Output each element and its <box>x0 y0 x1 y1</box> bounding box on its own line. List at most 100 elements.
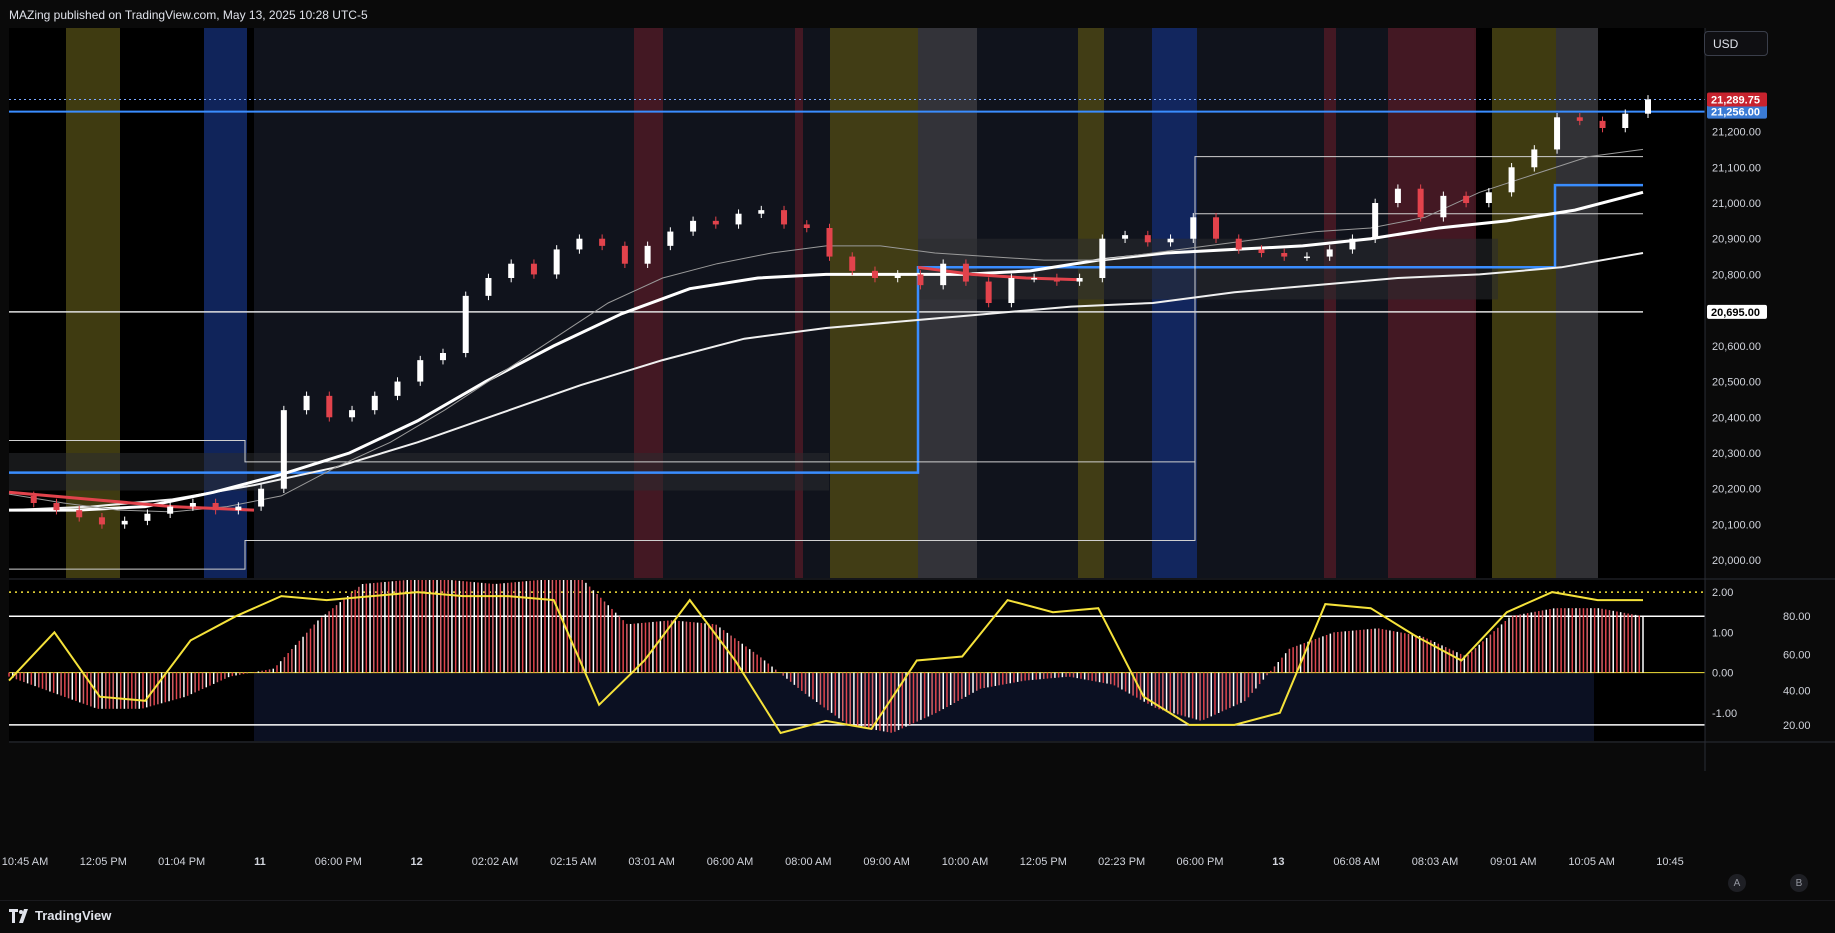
price-candle-body <box>803 224 810 228</box>
time-axis-label: 11 <box>254 856 266 868</box>
price-candle-body <box>167 506 174 514</box>
price-candle-body <box>1167 238 1174 243</box>
price-candle-body <box>1213 217 1220 239</box>
publish-note: MAZing published on TradingView.com, May… <box>9 8 368 22</box>
level-blue-tag: 21,256.00 <box>1711 107 1760 119</box>
price-candle-body <box>1303 256 1310 259</box>
price-candle-body <box>1076 278 1083 282</box>
price-candle-body <box>1122 235 1129 239</box>
price-tick-label: 20,000.00 <box>1712 555 1761 567</box>
price-candle-body <box>1053 278 1060 282</box>
time-axis-label: 10:45 AM <box>2 856 48 868</box>
price-candle-body <box>826 228 833 257</box>
time-axis-label: 02:23 PM <box>1098 856 1145 868</box>
b-scale-button[interactable]: B <box>1790 874 1808 892</box>
tradingview-logo[interactable]: TradingView <box>9 908 111 923</box>
oscillator-signal-line <box>8 591 1643 735</box>
step-level-lower <box>9 156 1643 570</box>
price-candle-body <box>1440 195 1447 218</box>
session-highlight <box>204 28 247 578</box>
price-tick-label: 20,500.00 <box>1712 377 1761 389</box>
footer-bar: TradingView <box>0 900 1835 933</box>
price-candle-body <box>1622 113 1629 128</box>
time-axis-label: 08:03 AM <box>1412 856 1458 868</box>
session-highlight <box>1388 28 1476 578</box>
price-candle-body <box>1576 117 1583 121</box>
price-tick-label: 21,100.00 <box>1712 162 1761 174</box>
last-price-tag: 21,289.75 <box>1711 95 1760 107</box>
price-candle-body <box>985 281 992 303</box>
price-candle-body <box>1099 238 1106 278</box>
price-candle-body <box>917 274 924 286</box>
price-candle-body <box>1190 217 1197 239</box>
price-candle-body <box>1031 278 1038 280</box>
time-axis-label: 13 <box>1272 856 1284 868</box>
session-highlight <box>1492 28 1556 578</box>
price-candle-body <box>1349 238 1356 250</box>
price-candle-body <box>462 295 469 353</box>
price-candle-body <box>1554 117 1561 150</box>
price-tick-label: 20,100.00 <box>1712 519 1761 531</box>
time-axis-label: 02:15 AM <box>550 856 596 868</box>
price-candle-body <box>1485 192 1492 203</box>
price-candle-body <box>417 360 424 382</box>
oscillator-tick-left: 2.00 <box>1712 587 1733 599</box>
price-candle-body <box>621 245 628 264</box>
oscillator-tick-left: -1.00 <box>1712 708 1737 720</box>
price-candle-body <box>326 395 333 418</box>
oscillator-tick-right: 20.00 <box>1783 720 1811 732</box>
price-tick-label: 20,400.00 <box>1712 412 1761 424</box>
price-tick-label: 20,900.00 <box>1712 234 1761 246</box>
price-candle-body <box>1372 203 1379 239</box>
price-candle-body <box>1463 195 1470 203</box>
price-candle-body <box>212 503 219 511</box>
chart-svg[interactable]: 20,000.00 20,100.00 20,200.00 20,300.00 20,4… <box>0 28 1835 872</box>
price-candle-body <box>940 263 947 286</box>
time-axis-label: 12:05 PM <box>1020 856 1067 868</box>
price-candle-body <box>1645 99 1651 114</box>
price-candle-body <box>98 517 105 525</box>
price-candle-body <box>849 256 856 271</box>
price-candle-body <box>1531 149 1538 168</box>
price-tick-label: 20,600.00 <box>1712 341 1761 353</box>
price-candle-body <box>485 278 492 296</box>
session-highlight <box>918 28 977 578</box>
session-highlight <box>1324 28 1336 578</box>
session-highlight <box>830 28 918 578</box>
price-candle-body <box>258 488 265 507</box>
price-candle-body <box>1508 167 1515 193</box>
oscillator-tick-right: 80.00 <box>1783 611 1811 623</box>
price-candle-body <box>690 220 697 232</box>
time-axis-label: 12:05 PM <box>80 856 127 868</box>
price-candle-body <box>712 220 719 225</box>
price-candle-body <box>781 210 788 225</box>
currency-button[interactable]: USD <box>1704 31 1768 56</box>
time-axis-label: 08:00 AM <box>785 856 831 868</box>
price-candle-body <box>189 503 196 507</box>
price-tick-label: 21,000.00 <box>1712 198 1761 210</box>
price-candle-body <box>439 353 446 361</box>
price-tick-label: 21,200.00 <box>1712 127 1761 139</box>
price-candle-body <box>1599 120 1606 128</box>
price-candle-body <box>758 210 765 214</box>
price-candle-body <box>280 410 287 489</box>
chart-area[interactable]: 20,000.00 20,100.00 20,200.00 20,300.00 20,4… <box>0 28 1835 872</box>
oscillator-tick-left: 0.00 <box>1712 668 1733 680</box>
price-candle-body <box>962 263 969 282</box>
auto-scale-button[interactable]: A <box>1728 874 1746 892</box>
oscillator-tick-left: 1.00 <box>1712 627 1733 639</box>
last-price-tag-bg <box>1707 92 1767 107</box>
time-axis-label: 10:00 AM <box>942 856 988 868</box>
price-candle-body <box>1281 253 1288 257</box>
time-axis-label: 09:01 AM <box>1490 856 1536 868</box>
time-axis-label: 10:05 AM <box>1568 856 1614 868</box>
step-level-blue <box>9 183 1643 474</box>
time-axis-label: 06:00 AM <box>707 856 753 868</box>
time-axis-label: 12 <box>411 856 423 868</box>
level-white-tag: 20,695.00 <box>1711 307 1760 319</box>
time-axis-label: 02:02 AM <box>472 856 518 868</box>
price-candle-body <box>871 270 878 278</box>
time-axis-label: 06:08 AM <box>1333 856 1379 868</box>
price-candle-body <box>76 510 83 518</box>
level-blue-tag-bg <box>1707 104 1767 119</box>
